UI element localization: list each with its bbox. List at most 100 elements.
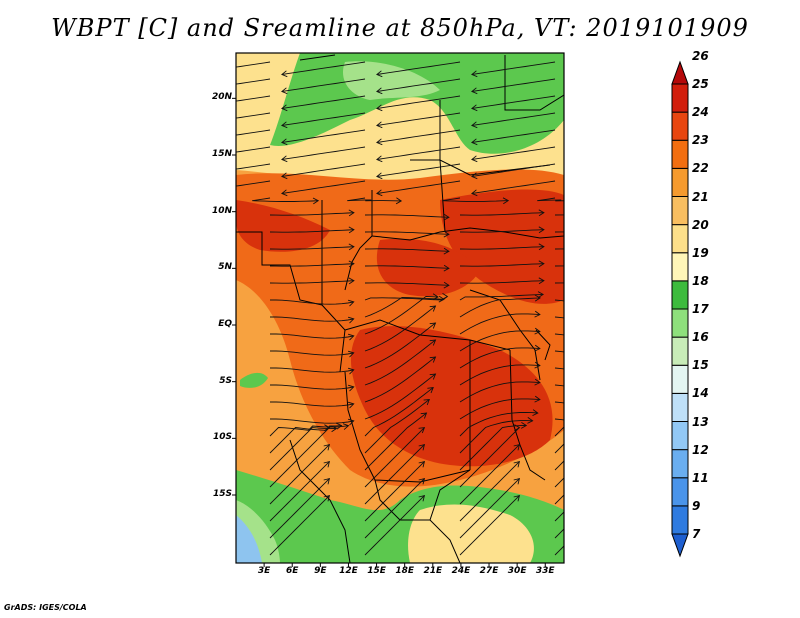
streamline (376, 61, 461, 75)
colorbar-swatch (671, 505, 689, 535)
colorbar-swatch (671, 139, 689, 169)
country-border (344, 190, 373, 291)
streamline (364, 461, 425, 522)
wbpt-region-cool-south (408, 504, 534, 563)
wbpt-region-warmest-west (236, 200, 330, 252)
streamline (270, 418, 354, 424)
streamline (537, 197, 564, 202)
streamline-arrow (281, 172, 288, 180)
streamline-arrow (513, 494, 521, 502)
streamline-arrow (534, 378, 541, 386)
streamline (269, 263, 354, 267)
lon-tick-label: 15E (367, 566, 386, 576)
streamline-arrow (376, 104, 383, 112)
streamline-arrow (187, 190, 192, 196)
streamline (471, 95, 556, 109)
streamline (270, 299, 354, 305)
streamline-arrow (586, 198, 591, 204)
streamline (364, 387, 434, 437)
streamline (281, 163, 366, 177)
streamline-arrow (347, 299, 355, 307)
streamline (364, 214, 449, 218)
lon-tick-label: 18E (395, 566, 415, 576)
streamline-arrow (281, 87, 288, 95)
streamline (554, 316, 564, 319)
streamline (270, 367, 354, 373)
country-border (535, 329, 551, 361)
streamline-arrow (187, 71, 192, 77)
streamline-arrow (534, 361, 541, 369)
streamline-arrow (429, 373, 437, 380)
colorbar-label: 23 (692, 133, 709, 148)
lon-tick-label: 3E (257, 566, 271, 576)
colorbar-min-arrow (671, 533, 689, 558)
credit-text: GrADS: IGES/COLA (4, 603, 87, 612)
streamline (236, 163, 271, 170)
colorbar-label: 12 (692, 442, 709, 457)
streamline (364, 265, 449, 269)
streamline-arrow (538, 260, 545, 268)
colorbar-swatch (671, 336, 689, 366)
streamline-arrow (471, 70, 478, 78)
streamline-arrow (347, 316, 355, 324)
streamline-arrow (429, 322, 437, 329)
colorbar-label: 26 (692, 48, 709, 63)
streamline-arrow (442, 293, 449, 300)
streamline (364, 282, 449, 286)
streamline (270, 316, 354, 322)
streamline-arrow (631, 304, 637, 309)
streamline (459, 330, 540, 352)
lat-tick-label: 20N (211, 92, 232, 103)
streamline-arrow (348, 243, 355, 251)
lon-tick-label: 30E (507, 566, 527, 576)
lon-tick-label: 27E (479, 566, 499, 576)
colorbar-label: 17 (692, 302, 709, 316)
streamline-arrow (395, 197, 403, 205)
streamline (459, 297, 541, 318)
streamline-arrow (471, 138, 478, 146)
lat-tick-label: EQ (218, 319, 232, 329)
streamline-arrow (471, 121, 478, 129)
streamline (376, 146, 461, 160)
streamline-arrow (347, 418, 355, 426)
streamline-arrow (534, 294, 541, 302)
country-border (374, 479, 461, 563)
streamline (459, 425, 527, 471)
country-border (509, 349, 546, 481)
lon-tick-label: 12E (339, 566, 358, 576)
streamline-arrow (634, 231, 639, 237)
streamline (554, 401, 564, 404)
colorbar-swatch (671, 308, 689, 338)
streamline (364, 231, 449, 235)
streamline (364, 399, 430, 454)
streamline-arrow (376, 189, 383, 197)
streamline-arrow (438, 295, 445, 303)
colorbar-label: 18 (692, 273, 709, 288)
streamline-arrow (376, 155, 383, 163)
streamline (459, 461, 520, 522)
streamline (471, 78, 556, 92)
streamline-arrow (471, 155, 478, 163)
streamline (269, 495, 330, 556)
streamline-arrow (631, 406, 637, 411)
colorbar-label: 21 (692, 189, 709, 204)
streamline (281, 78, 366, 92)
streamline (269, 212, 354, 216)
streamline (459, 478, 520, 539)
colorbar-swatch (671, 449, 689, 479)
streamline (364, 495, 425, 556)
streamline (364, 356, 436, 403)
streamline-arrow (443, 213, 450, 221)
wbpt-region-warmest-east (440, 189, 564, 304)
streamline-arrow (323, 477, 331, 485)
streamline-arrow (471, 104, 478, 112)
streamline (364, 296, 448, 301)
colorbar-swatch (671, 477, 689, 507)
streamline-arrow (443, 247, 450, 255)
lat-tick-label: 5N (218, 262, 232, 273)
streamline-arrow (609, 426, 615, 432)
streamline-arrow (348, 226, 355, 234)
streamline-arrow (347, 384, 355, 392)
streamline-arrow (187, 139, 192, 145)
